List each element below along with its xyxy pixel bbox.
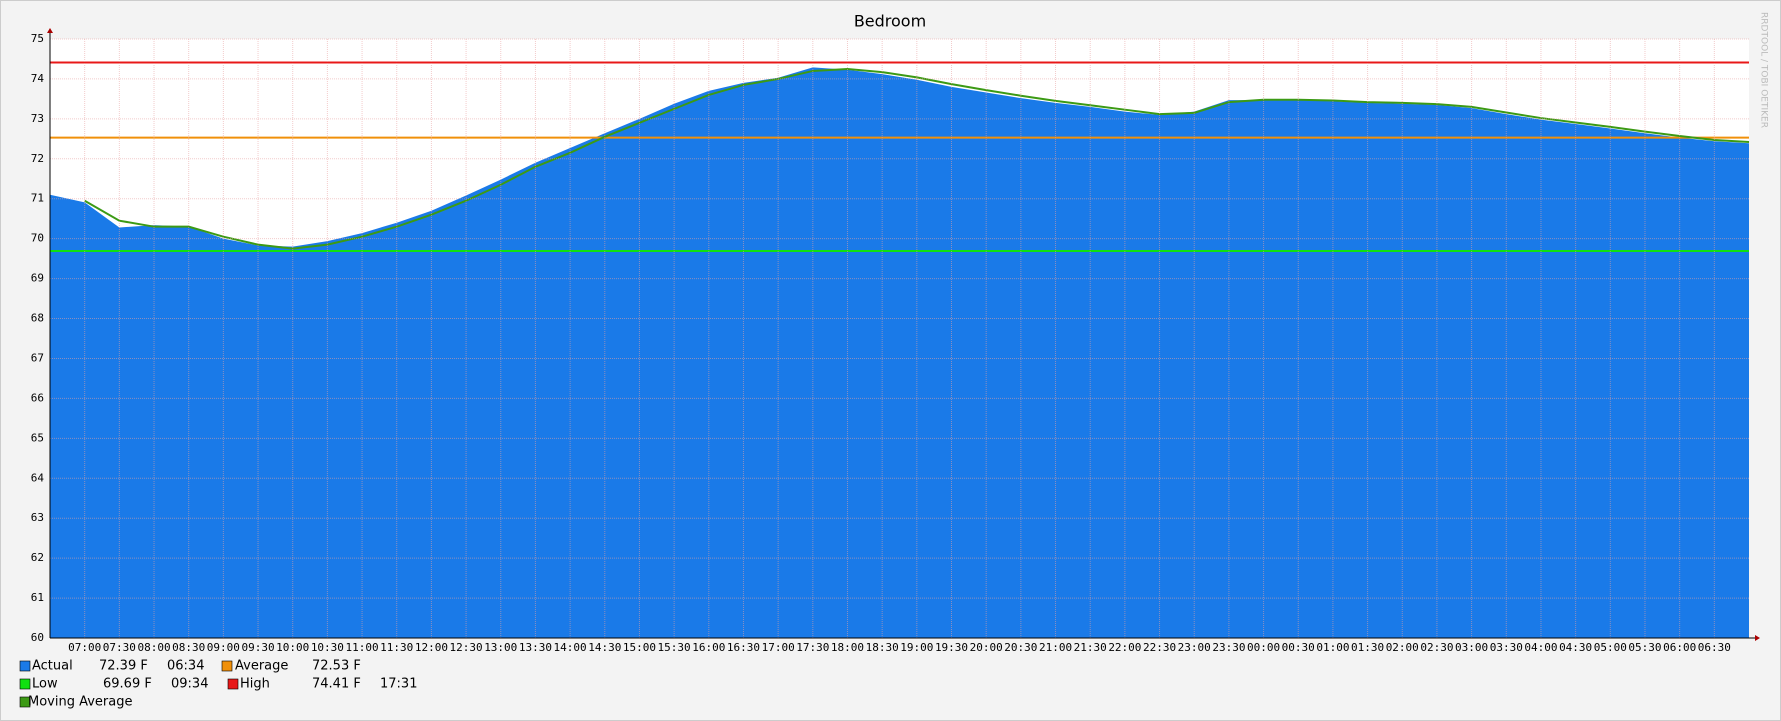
x-tick-label: 20:30 — [1004, 641, 1037, 654]
x-tick-label: 19:00 — [900, 641, 933, 654]
x-tick-label: 14:30 — [588, 641, 621, 654]
x-tick-label: 19:30 — [935, 641, 968, 654]
x-tick-label: 21:00 — [1039, 641, 1072, 654]
legend-swatch — [227, 678, 239, 690]
x-tick-label: 07:30 — [103, 641, 136, 654]
y-tick-label: 75 — [31, 32, 44, 45]
legend-text: 72.39 F — [99, 659, 148, 674]
x-tick-label: 12:30 — [450, 641, 483, 654]
legend-text: Moving Average — [28, 695, 132, 710]
x-tick-label: 14:00 — [554, 641, 587, 654]
x-tick-label: 05:00 — [1594, 641, 1627, 654]
legend-text: Low — [32, 677, 58, 692]
x-tick-label: 09:00 — [207, 641, 240, 654]
x-tick-label: 23:00 — [1178, 641, 1211, 654]
x-tick-label: 22:30 — [1143, 641, 1176, 654]
y-tick-label: 69 — [31, 272, 44, 285]
x-tick-label: 17:30 — [796, 641, 829, 654]
x-tick-label: 17:00 — [762, 641, 795, 654]
x-tick-label: 22:00 — [1108, 641, 1141, 654]
x-tick-label: 10:30 — [311, 641, 344, 654]
legend-swatch — [19, 696, 31, 708]
x-tick-label: 13:30 — [519, 641, 552, 654]
y-tick-label: 68 — [31, 312, 44, 325]
y-tick-label: 72 — [31, 152, 44, 165]
x-tick-label: 21:30 — [1074, 641, 1107, 654]
x-tick-label: 02:00 — [1386, 641, 1419, 654]
x-tick-label: 07:00 — [68, 641, 101, 654]
legend-text: Average — [235, 659, 288, 674]
x-tick-label: 08:00 — [137, 641, 170, 654]
x-tick-label: 03:30 — [1490, 641, 1523, 654]
x-tick-label: 16:30 — [727, 641, 760, 654]
x-tick-label: 06:00 — [1663, 641, 1696, 654]
legend-text: 09:34 — [171, 677, 208, 692]
legend-swatch — [19, 678, 31, 690]
y-tick-label: 70 — [31, 232, 44, 245]
area — [50, 67, 1749, 639]
x-tick-label: 11:00 — [345, 641, 378, 654]
y-tick-label: 62 — [31, 551, 44, 564]
x-tick-label: 12:00 — [415, 641, 448, 654]
axis-arrow — [1755, 635, 1760, 641]
y-tick-label: 67 — [31, 351, 44, 364]
x-tick-label: 16:00 — [692, 641, 725, 654]
legend-text: 72.53 F — [312, 659, 361, 674]
y-tick-label: 74 — [31, 72, 45, 85]
x-tick-label: 09:30 — [241, 641, 274, 654]
y-tick-label: 65 — [31, 431, 44, 444]
x-tick-label: 11:30 — [380, 641, 413, 654]
y-tick-label: 73 — [31, 112, 44, 125]
legend-swatch — [19, 660, 31, 672]
legend-text: High — [240, 677, 270, 692]
legend-text: 69.69 F — [103, 677, 152, 692]
y-tick-label: 71 — [31, 192, 44, 205]
y-tick-label: 61 — [31, 591, 44, 604]
x-tick-label: 01:30 — [1351, 641, 1384, 654]
x-tick-label: 05:30 — [1628, 641, 1661, 654]
x-tick-label: 10:00 — [276, 641, 309, 654]
x-tick-label: 04:00 — [1524, 641, 1557, 654]
x-tick-label: 15:00 — [623, 641, 656, 654]
x-tick-label: 02:30 — [1420, 641, 1453, 654]
y-tick-label: 64 — [31, 471, 45, 484]
x-tick-label: 08:30 — [172, 641, 205, 654]
x-tick-label: 18:00 — [831, 641, 864, 654]
chart-title: Bedroom — [854, 12, 926, 31]
x-tick-label: 13:00 — [484, 641, 517, 654]
axis-arrow — [47, 28, 53, 33]
legend-text: 06:34 — [167, 659, 204, 674]
x-tick-label: 06:30 — [1698, 641, 1731, 654]
legend-text: Actual — [32, 659, 73, 674]
x-tick-label: 04:30 — [1559, 641, 1592, 654]
x-tick-label: 00:00 — [1247, 641, 1280, 654]
x-tick-label: 20:00 — [970, 641, 1003, 654]
legend-swatch — [221, 660, 233, 672]
y-tick-label: 60 — [31, 631, 44, 644]
x-tick-label: 23:30 — [1212, 641, 1245, 654]
y-tick-label: 66 — [31, 391, 44, 404]
y-tick-label: 63 — [31, 511, 44, 524]
legend-text: 74.41 F — [312, 677, 361, 692]
x-tick-label: 03:00 — [1455, 641, 1488, 654]
x-tick-label: 15:30 — [658, 641, 691, 654]
watermark: RRDTOOL / TOBI OETIKER — [1759, 12, 1769, 128]
x-tick-label: 01:00 — [1316, 641, 1349, 654]
x-tick-label: 18:30 — [866, 641, 899, 654]
x-tick-label: 00:30 — [1282, 641, 1315, 654]
legend-text: 17:31 — [380, 677, 417, 692]
